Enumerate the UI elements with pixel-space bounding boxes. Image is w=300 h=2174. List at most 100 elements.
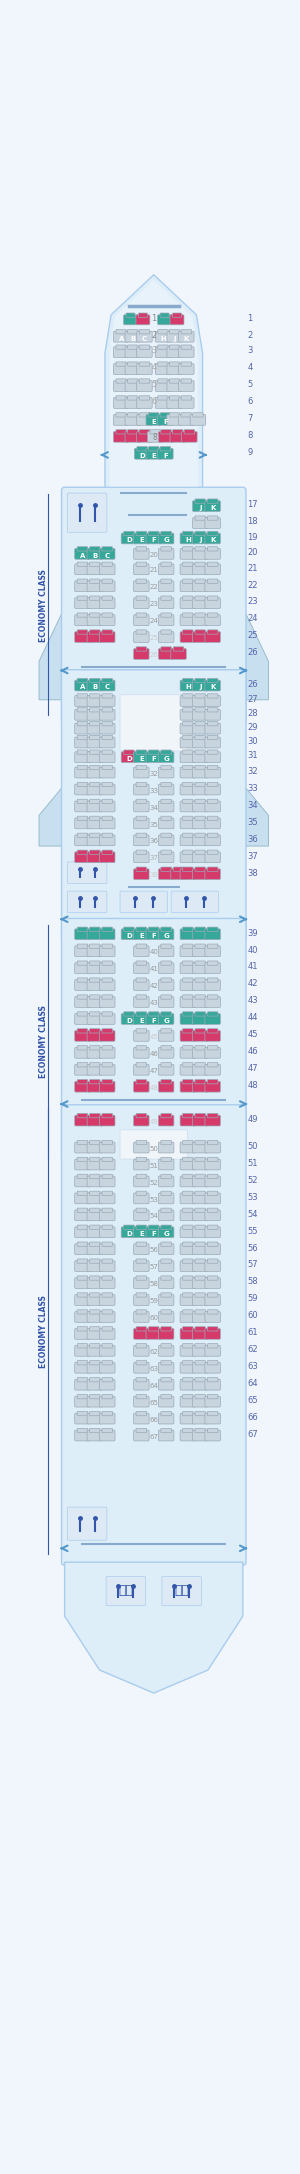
FancyBboxPatch shape [180,1363,196,1374]
FancyBboxPatch shape [75,633,90,641]
FancyBboxPatch shape [205,1013,220,1024]
FancyBboxPatch shape [205,633,220,641]
FancyBboxPatch shape [90,678,100,683]
FancyBboxPatch shape [158,752,174,763]
FancyBboxPatch shape [136,961,147,965]
FancyBboxPatch shape [137,346,152,357]
FancyBboxPatch shape [77,1294,88,1298]
FancyBboxPatch shape [77,1411,88,1415]
FancyBboxPatch shape [102,750,112,754]
FancyBboxPatch shape [100,1030,115,1041]
FancyBboxPatch shape [207,596,218,600]
FancyBboxPatch shape [90,1046,100,1050]
FancyBboxPatch shape [125,398,141,409]
FancyBboxPatch shape [75,1048,90,1059]
FancyBboxPatch shape [90,978,100,983]
FancyBboxPatch shape [161,815,171,820]
FancyBboxPatch shape [183,596,193,600]
FancyBboxPatch shape [102,1294,112,1298]
FancyBboxPatch shape [193,800,208,811]
FancyBboxPatch shape [195,735,206,739]
FancyBboxPatch shape [155,330,171,341]
FancyBboxPatch shape [87,680,103,691]
FancyBboxPatch shape [75,1211,90,1220]
FancyBboxPatch shape [205,1311,220,1322]
FancyBboxPatch shape [207,1428,218,1433]
FancyBboxPatch shape [90,1361,100,1365]
FancyBboxPatch shape [77,735,88,739]
FancyBboxPatch shape [158,378,168,383]
FancyBboxPatch shape [128,378,138,383]
FancyBboxPatch shape [61,670,246,941]
FancyBboxPatch shape [158,1244,174,1254]
Text: 60: 60 [149,1315,158,1322]
FancyBboxPatch shape [102,1113,112,1117]
Text: A: A [118,335,124,341]
Text: 22: 22 [248,580,258,589]
FancyBboxPatch shape [90,630,100,635]
FancyBboxPatch shape [193,633,208,641]
Text: E: E [139,933,144,939]
FancyBboxPatch shape [102,765,112,770]
FancyBboxPatch shape [75,1080,90,1091]
FancyBboxPatch shape [90,578,100,583]
FancyBboxPatch shape [207,1394,218,1398]
FancyBboxPatch shape [100,1065,115,1076]
FancyBboxPatch shape [158,1065,174,1076]
FancyBboxPatch shape [100,580,115,591]
Text: 34: 34 [248,800,258,809]
FancyBboxPatch shape [207,800,218,804]
FancyBboxPatch shape [180,1346,196,1357]
Text: 4: 4 [151,363,156,372]
FancyBboxPatch shape [100,1141,115,1152]
FancyBboxPatch shape [205,1226,220,1237]
FancyBboxPatch shape [100,785,115,796]
FancyBboxPatch shape [161,1394,171,1398]
Text: 5: 5 [248,380,253,389]
FancyBboxPatch shape [134,580,149,591]
Polygon shape [105,274,202,487]
FancyBboxPatch shape [137,415,152,426]
FancyBboxPatch shape [75,1141,90,1152]
FancyBboxPatch shape [183,750,193,754]
FancyBboxPatch shape [75,1194,90,1204]
FancyBboxPatch shape [180,752,196,763]
FancyBboxPatch shape [75,767,90,778]
FancyBboxPatch shape [87,946,103,957]
FancyBboxPatch shape [161,1113,171,1117]
FancyBboxPatch shape [100,852,115,863]
FancyBboxPatch shape [180,1141,196,1152]
FancyBboxPatch shape [178,330,194,341]
FancyBboxPatch shape [155,398,171,409]
Text: 45: 45 [248,1030,258,1039]
FancyBboxPatch shape [77,578,88,583]
Text: 26: 26 [248,648,258,657]
FancyBboxPatch shape [77,722,88,726]
Text: 64: 64 [248,1378,258,1387]
FancyBboxPatch shape [183,1174,193,1178]
Text: 52: 52 [149,1180,158,1185]
FancyBboxPatch shape [180,696,196,707]
FancyBboxPatch shape [193,1048,208,1059]
FancyBboxPatch shape [102,1361,112,1365]
FancyBboxPatch shape [193,1030,208,1041]
FancyBboxPatch shape [193,852,208,863]
FancyBboxPatch shape [134,1413,149,1424]
FancyBboxPatch shape [136,530,147,535]
Text: 🚹🚹: 🚹🚹 [118,1585,134,1598]
FancyBboxPatch shape [102,1141,112,1146]
FancyBboxPatch shape [146,533,161,544]
FancyBboxPatch shape [100,563,115,574]
FancyBboxPatch shape [136,1361,147,1365]
FancyBboxPatch shape [116,330,127,335]
FancyBboxPatch shape [183,1344,193,1348]
FancyBboxPatch shape [102,563,112,567]
Text: 49: 49 [248,1115,258,1124]
Text: 59: 59 [248,1294,258,1304]
Text: K: K [210,685,215,691]
FancyBboxPatch shape [205,852,220,863]
FancyBboxPatch shape [77,1276,88,1280]
FancyBboxPatch shape [193,737,208,748]
FancyBboxPatch shape [207,783,218,787]
FancyBboxPatch shape [136,815,147,820]
